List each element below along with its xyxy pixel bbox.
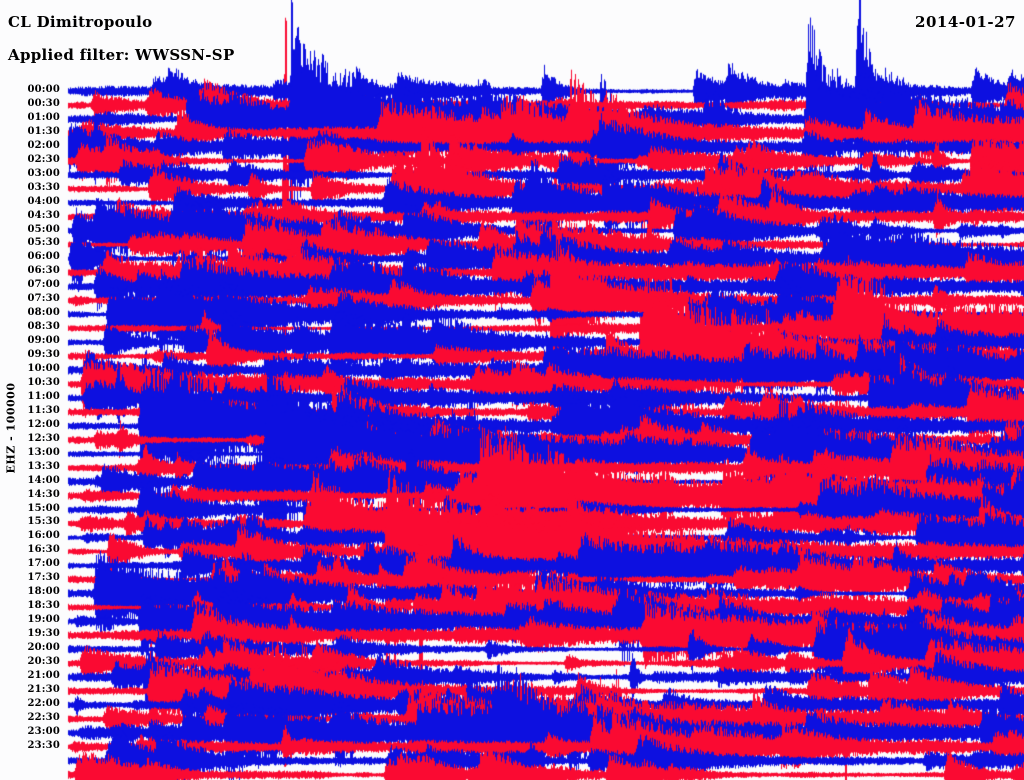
time-label-01:30: 01:30 bbox=[27, 125, 60, 137]
time-label-14:30: 14:30 bbox=[27, 488, 60, 500]
time-label-09:00: 09:00 bbox=[27, 335, 60, 347]
time-label-00:30: 00:30 bbox=[27, 97, 60, 109]
time-label-05:30: 05:30 bbox=[27, 237, 60, 249]
time-label-13:00: 13:00 bbox=[27, 446, 60, 458]
time-label-00:00: 00:00 bbox=[27, 84, 60, 95]
time-label-08:30: 08:30 bbox=[27, 321, 60, 333]
time-label-05:00: 05:00 bbox=[27, 223, 60, 235]
time-label-19:00: 19:00 bbox=[27, 614, 60, 626]
time-label-06:30: 06:30 bbox=[27, 265, 60, 277]
time-label-20:00: 20:00 bbox=[27, 642, 60, 653]
time-label-08:00: 08:00 bbox=[27, 307, 60, 319]
time-label-17:00: 17:00 bbox=[27, 558, 60, 570]
time-label-14:00: 14:00 bbox=[27, 474, 60, 486]
time-label-16:30: 16:30 bbox=[27, 544, 60, 556]
time-label-15:30: 15:30 bbox=[27, 516, 60, 528]
time-label-01:00: 01:00 bbox=[27, 111, 60, 123]
time-label-03:00: 03:00 bbox=[27, 167, 60, 179]
time-label-03:30: 03:30 bbox=[27, 181, 60, 193]
station-name: CL Dimitropoulo bbox=[8, 13, 153, 31]
time-label-20:30: 20:30 bbox=[27, 655, 60, 667]
time-label-06:00: 06:00 bbox=[27, 251, 60, 263]
filter-label: Applied filter: WWSSN-SP bbox=[8, 46, 235, 64]
time-label-22:30: 22:30 bbox=[27, 711, 60, 723]
time-label-11:00: 11:00 bbox=[27, 390, 60, 402]
time-label-23:30: 23:30 bbox=[27, 739, 60, 751]
time-label-10:00: 10:00 bbox=[27, 363, 60, 374]
time-label-23:00: 23:00 bbox=[27, 725, 60, 737]
time-label-13:30: 13:30 bbox=[27, 460, 60, 472]
time-label-16:00: 16:00 bbox=[27, 530, 60, 542]
time-label-04:00: 04:00 bbox=[27, 195, 60, 207]
time-label-07:00: 07:00 bbox=[27, 279, 60, 291]
time-label-02:30: 02:30 bbox=[27, 153, 60, 165]
time-label-02:00: 02:00 bbox=[27, 139, 60, 151]
time-label-10:30: 10:30 bbox=[27, 376, 60, 388]
time-label-04:30: 04:30 bbox=[27, 209, 60, 221]
time-label-15:00: 15:00 bbox=[27, 502, 60, 514]
time-label-09:30: 09:30 bbox=[27, 349, 60, 361]
time-label-21:00: 21:00 bbox=[27, 669, 60, 681]
time-label-18:00: 18:00 bbox=[27, 586, 60, 598]
time-label-11:30: 11:30 bbox=[27, 404, 60, 416]
time-label-17:30: 17:30 bbox=[27, 572, 60, 584]
time-label-07:30: 07:30 bbox=[27, 293, 60, 305]
time-label-18:30: 18:30 bbox=[27, 600, 60, 612]
time-label-21:30: 21:30 bbox=[27, 683, 60, 695]
time-label-12:30: 12:30 bbox=[27, 432, 60, 444]
time-label-19:30: 19:30 bbox=[27, 628, 60, 640]
date-label: 2014-01-27 bbox=[915, 13, 1016, 31]
time-label-12:00: 12:00 bbox=[27, 418, 60, 430]
time-label-22:00: 22:00 bbox=[27, 697, 60, 709]
